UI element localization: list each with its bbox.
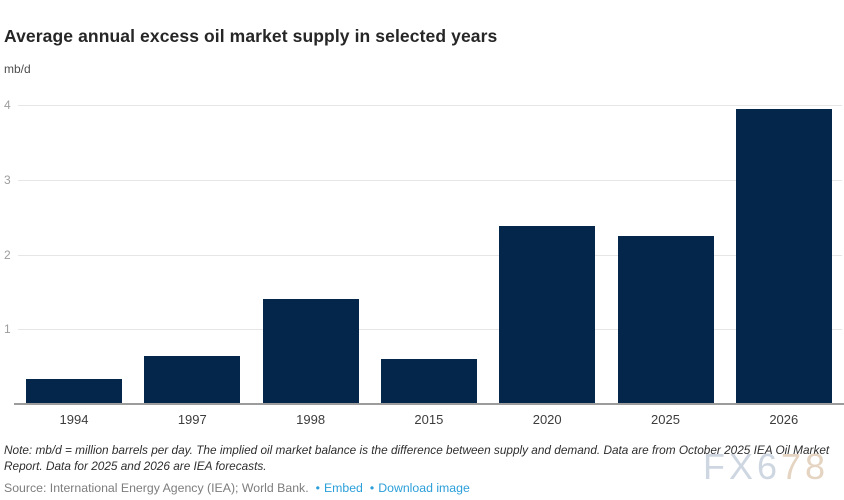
gridline-3 — [18, 179, 842, 181]
y-axis-tick-label-4: 4 — [4, 98, 11, 112]
bar-1998 — [262, 298, 359, 404]
x-axis-label-2015: 2015 — [414, 412, 444, 427]
bar-2025 — [617, 235, 714, 404]
x-axis-label-1997: 1997 — [177, 412, 207, 427]
bullet-separator: • — [315, 481, 320, 495]
x-axis-label-2026: 2026 — [769, 412, 799, 427]
bar-1994 — [26, 379, 122, 404]
y-axis-tick-label-3: 3 — [4, 172, 11, 187]
y-axis-tick-label-2: 2 — [4, 247, 11, 262]
plot-area: 1 2 3 4 1994 1997 1998 2015 2020 2025 2026 — [4, 98, 842, 427]
source-text: Source: International Energy Agency (IEA… — [4, 481, 309, 495]
chart-title: Average annual excess oil market supply … — [4, 26, 498, 46]
bar-1997 — [144, 356, 241, 404]
bar-2020 — [499, 226, 596, 404]
source-line: Source: International Energy Agency (IEA… — [4, 481, 842, 495]
x-axis-label-2020: 2020 — [532, 412, 562, 427]
gridline-4 — [18, 105, 842, 106]
bullet-separator: • — [369, 481, 375, 495]
footnote: Note: mb/d = million barrels per day. Th… — [4, 443, 830, 473]
y-axis-unit-label: mb/d — [4, 62, 31, 76]
y-axis-tick-label-1: 1 — [4, 322, 11, 337]
x-axis-line — [14, 403, 844, 405]
gridline-1 — [18, 329, 842, 331]
x-axis-label-1994: 1994 — [59, 412, 89, 427]
x-axis-label-2025: 2025 — [651, 412, 680, 427]
embed-link[interactable]: Embed — [323, 481, 363, 495]
download-image-link[interactable]: Download image — [378, 481, 470, 495]
x-axis-label-1998: 1998 — [296, 412, 326, 427]
gridline-2 — [18, 254, 842, 256]
bar-2015 — [380, 359, 477, 404]
bar-2026 — [735, 108, 832, 404]
